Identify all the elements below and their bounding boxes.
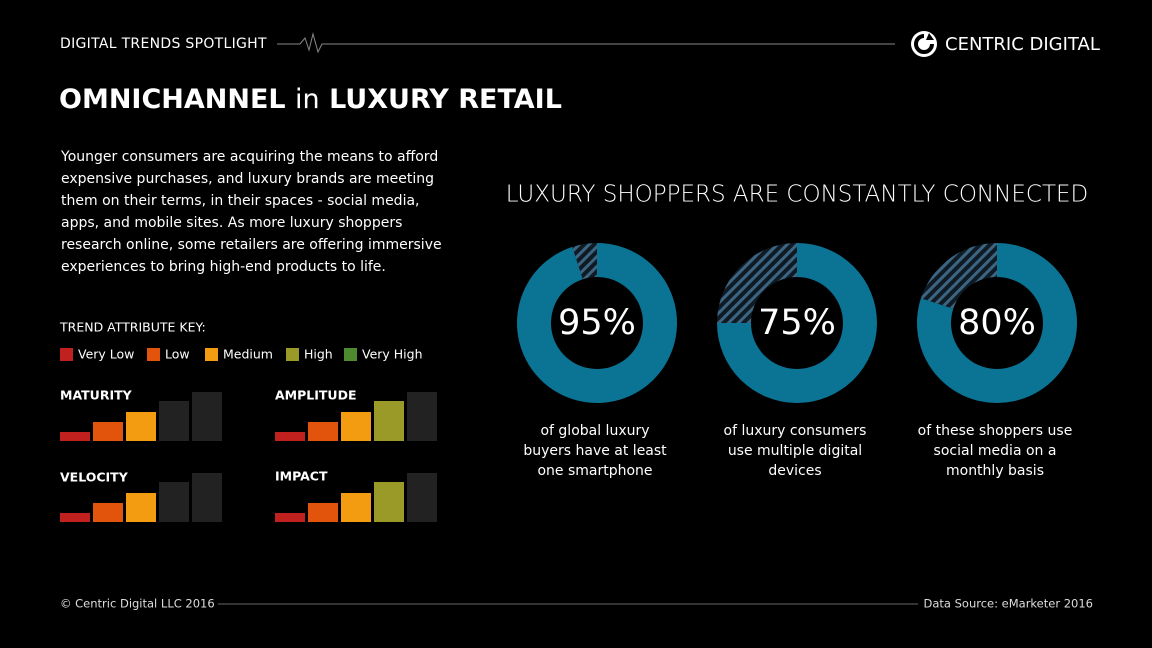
logo-icon [911,31,937,57]
title-part: LUXURY RETAIL [329,84,562,115]
attribute-bar-empty [407,392,437,441]
intro-line: Younger consumers are acquiring the mean… [60,149,438,165]
donut-caption: of global luxury [540,423,649,439]
attribute-bar-empty [192,392,222,441]
attribute-bar [93,422,123,441]
donut-segment [916,243,1077,404]
donut-remainder [572,243,597,280]
attribute-bar [126,493,156,522]
donut-caption: of luxury consumers [724,423,867,439]
attribute-bar-empty [407,473,437,522]
attribute-bar [126,412,156,441]
intro-line: apps, and mobile sites. As more luxury s… [61,215,402,231]
key-label: High [304,347,333,362]
attribute-bar-empty [159,482,189,522]
intro-line: them on their terms, in their spaces - s… [61,193,420,209]
brand-name: CENTRIC DIGITAL [945,34,1100,55]
donut-caption: social media on a [934,443,1057,459]
donut-value: 80% [958,303,1036,343]
key-title: TREND ATTRIBUTE KEY: [59,320,206,335]
attribute-bar [341,412,371,441]
copyright: © Centric Digital LLC 2016 [60,597,215,611]
key-label: Medium [223,347,273,362]
title-part: OMNICHANNEL [59,84,286,115]
key-swatch [344,348,357,361]
donut-segment [517,243,677,404]
page-title: OMNICHANNEL in LUXURY RETAIL [59,84,562,115]
attribute-bar [60,513,90,522]
attribute-bar [374,401,404,441]
source: Data Source: eMarketer 2016 [924,597,1093,611]
key-swatch [147,348,160,361]
attribute-bar [308,503,338,522]
charts-title: LUXURY SHOPPERS ARE CONSTANTLY CONNECTED [506,182,1088,208]
intro-line: experiences to bring high-end products t… [61,259,386,275]
donut-caption: use multiple digital [728,443,862,459]
donut-caption: devices [768,463,821,479]
donut-caption: monthly basis [946,463,1044,479]
attribute-bar-empty [159,401,189,441]
attribute-bar [60,432,90,441]
donut-value: 95% [558,303,636,343]
key-swatch [205,348,218,361]
attribute-name: AMPLITUDE [275,388,356,403]
attribute-bar [275,432,305,441]
donut-caption: buyers have at least [523,443,667,459]
title-part: in [295,84,320,115]
key-label: Very Low [78,347,134,362]
key-swatch [286,348,299,361]
attribute-name: VELOCITY [60,470,129,485]
donut-caption: one smartphone [537,463,652,479]
attribute-bar [308,422,338,441]
donut-value: 75% [758,303,836,343]
key-swatch [60,348,73,361]
donut-caption: of these shoppers use [918,423,1073,439]
intro-line: expensive purchases, and luxury brands a… [61,171,434,187]
intro-line: research online, some retailers are offe… [61,237,442,253]
key-label: Very High [362,347,423,362]
donut-remainder [920,243,997,309]
header-label: DIGITAL TRENDS SPOTLIGHT [60,36,267,52]
donut-remainder [717,243,797,323]
attribute-bar [341,493,371,522]
attribute-bar-empty [192,473,222,522]
key-label: Low [165,347,190,362]
attribute-bar [374,482,404,522]
donut-segment [717,243,877,403]
attribute-bar [275,513,305,522]
attribute-bar [93,503,123,522]
attribute-name: IMPACT [275,469,328,484]
header-rule [277,32,895,54]
attribute-name: MATURITY [60,388,133,403]
